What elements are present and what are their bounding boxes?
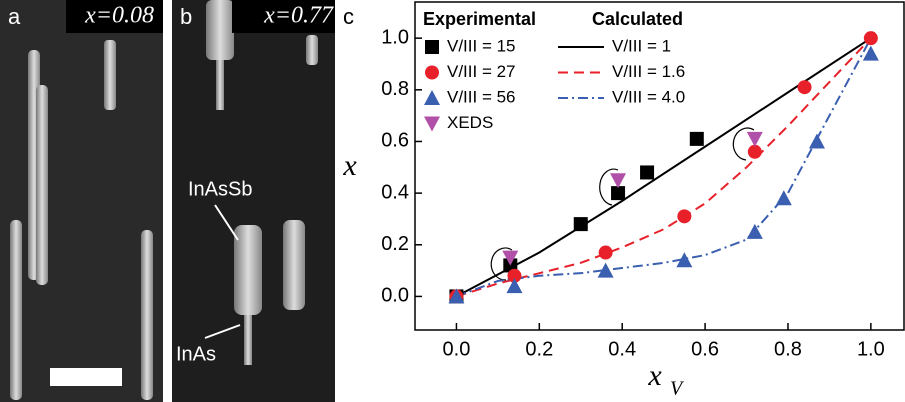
marker [611, 186, 626, 201]
marker [862, 45, 879, 61]
marker [746, 223, 763, 239]
marker [448, 288, 465, 304]
calculated-line [456, 37, 872, 298]
annotation: InAsSb [188, 178, 252, 200]
legend-label: V/III = 1 [612, 36, 671, 55]
annotation: InAs [176, 343, 216, 365]
panel-a-image [0, 0, 163, 402]
x-tick-label: 0.8 [774, 338, 802, 360]
panel-b-image [172, 0, 335, 402]
panel-label: c [343, 4, 354, 29]
marker [597, 262, 614, 278]
x-tick-label: 0.6 [691, 338, 719, 360]
x-axis-label-sub: V [670, 378, 685, 400]
x-axis-label: x [647, 359, 662, 392]
calculated-line [456, 37, 872, 298]
panel-label: b [180, 4, 192, 29]
marker [808, 133, 825, 149]
marker [573, 217, 588, 232]
legend-title: Calculated [592, 9, 683, 29]
legend-label: V/III = 27 [447, 62, 516, 81]
marker [863, 31, 878, 46]
composition-label: x=0.08 [84, 3, 154, 29]
marker [506, 278, 523, 294]
legend-marker [424, 90, 440, 105]
plot-frame [414, 1, 905, 331]
y-tick-label: 0.2 [381, 233, 409, 255]
marker [507, 268, 522, 283]
x-tick-label: 0.0 [443, 338, 471, 360]
legend-title: Experimental [423, 9, 536, 29]
legend-marker [424, 116, 440, 132]
legend-label: V/III = 1.6 [612, 62, 685, 81]
marker [677, 209, 692, 224]
xeds-highlights [490, 127, 755, 281]
marker [502, 250, 519, 266]
x-tick-label: 1.0 [857, 338, 885, 360]
x-tick-label: 0.2 [525, 338, 553, 360]
y-tick-label: 0.6 [381, 130, 409, 152]
marker [775, 190, 792, 206]
marker [747, 144, 762, 159]
legend-label: V/III = 4.0 [612, 87, 685, 106]
x-tick-label: 0.4 [608, 338, 636, 360]
marker [689, 131, 704, 146]
marker [610, 173, 627, 189]
legend-marker [425, 40, 439, 54]
marker [676, 252, 693, 268]
marker [598, 245, 613, 260]
marker [746, 131, 763, 147]
y-tick-label: 0.8 [381, 78, 409, 100]
marker [640, 165, 655, 180]
marker [797, 80, 812, 95]
legend-label: V/III = 15 [447, 36, 516, 55]
y-tick-label: 1.0 [381, 26, 409, 48]
panel-label: a [8, 4, 21, 29]
legend-label: XEDS [447, 113, 493, 132]
legend-label: V/III = 56 [447, 87, 516, 106]
legend-marker [425, 65, 439, 80]
y-tick-label: 0.4 [381, 181, 409, 203]
y-tick-label: 0.0 [381, 285, 409, 307]
composition-label: x=0.77 [263, 3, 334, 29]
y-axis-label: x [342, 149, 357, 182]
